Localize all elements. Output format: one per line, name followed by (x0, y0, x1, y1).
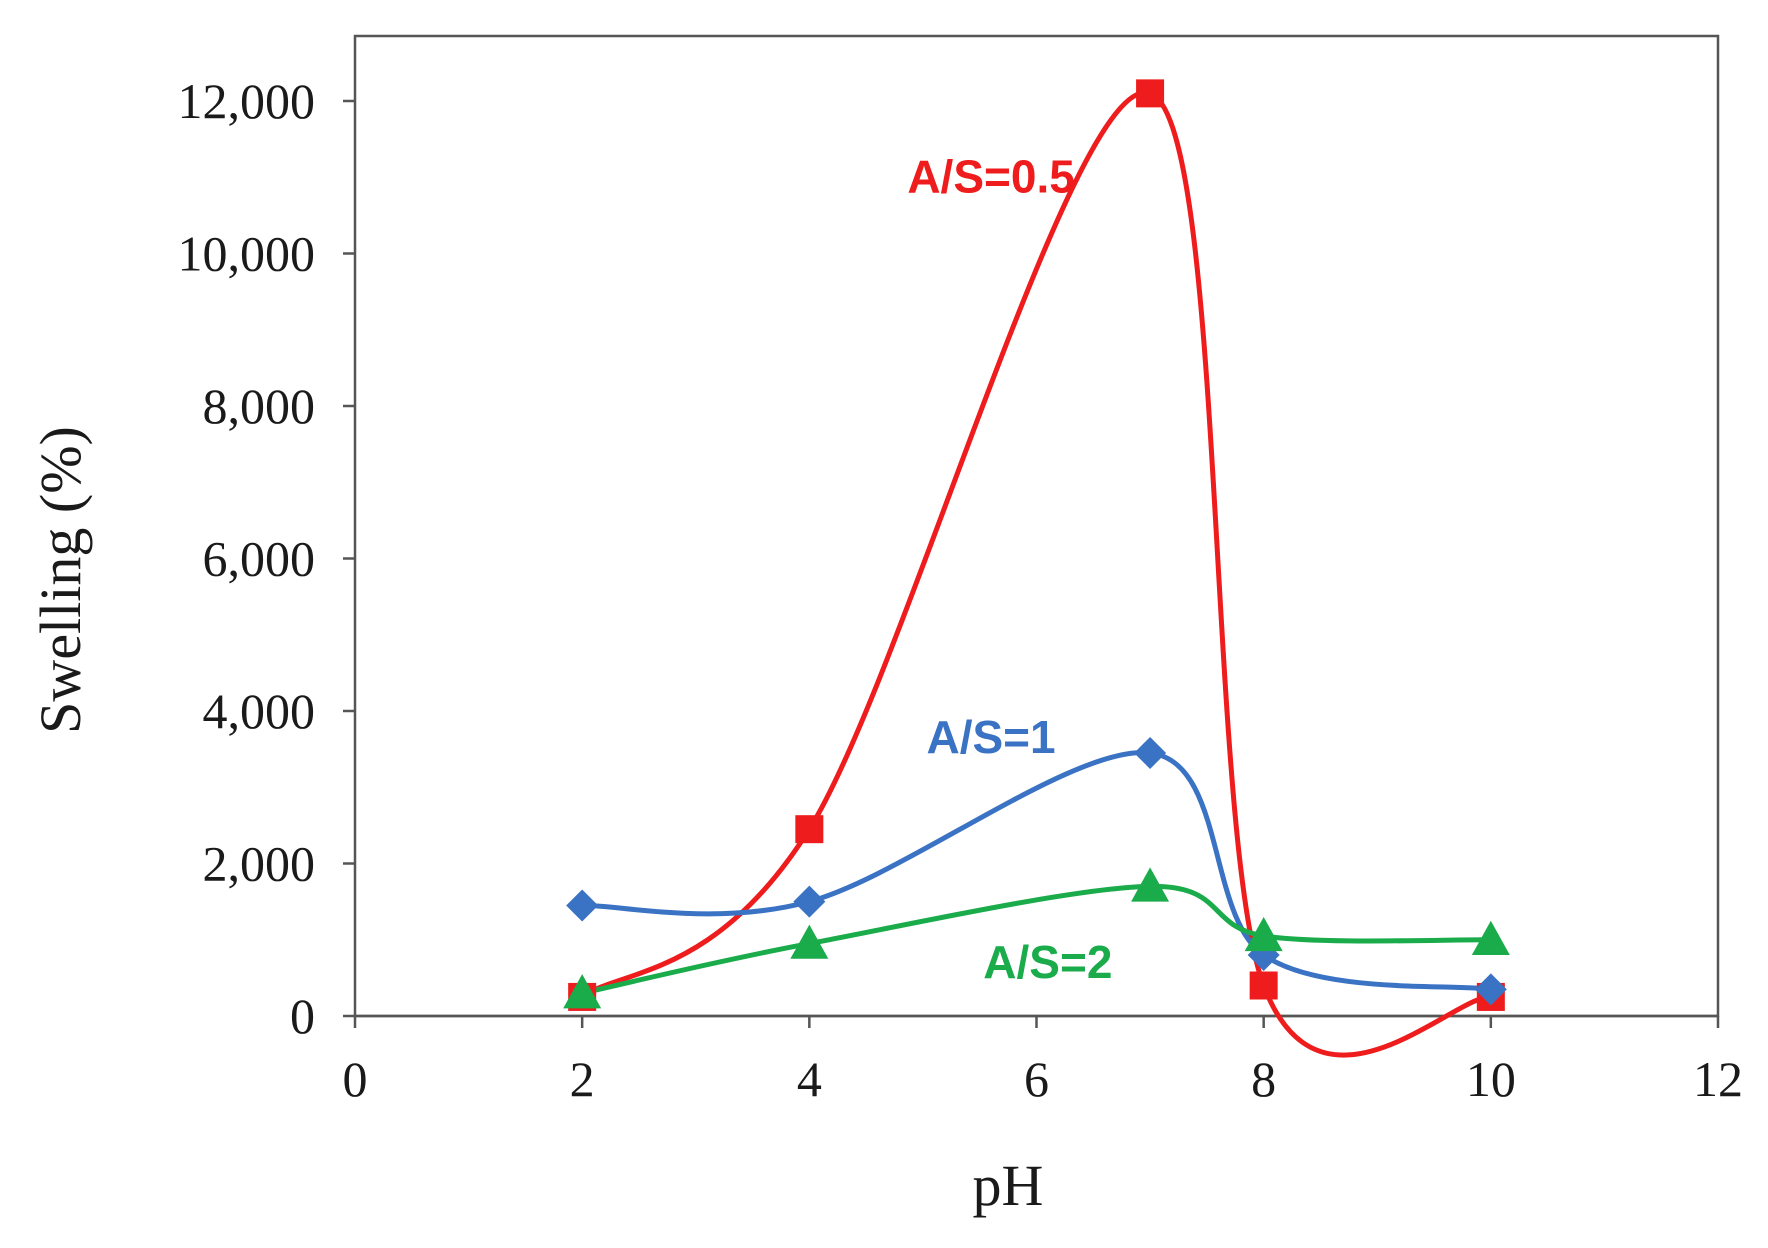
x-tick-label: 12 (1693, 1051, 1743, 1107)
data-point-a-s-2 (790, 924, 829, 959)
data-point-a-s-1 (1134, 736, 1167, 769)
data-point-a-s-2 (1131, 867, 1170, 902)
data-point-a-s-2 (1244, 916, 1283, 952)
y-tick-label: 12,000 (178, 73, 316, 129)
x-tick-label: 10 (1466, 1051, 1516, 1107)
series-label-a-s-0-5: A/S=0.5 (907, 151, 1075, 203)
series-label-a-s-2: A/S=2 (983, 936, 1112, 988)
y-tick-label: 10,000 (178, 226, 316, 282)
x-tick-label: 4 (797, 1051, 822, 1107)
data-point-a-s-1 (566, 889, 599, 922)
y-tick-label: 8,000 (203, 378, 316, 434)
x-tick-label: 2 (570, 1051, 595, 1107)
x-tick-label: 0 (343, 1051, 368, 1107)
x-tick-label: 6 (1024, 1051, 1049, 1107)
data-point-a-s-2 (563, 974, 602, 1009)
data-point-a-s-1 (1474, 973, 1507, 1006)
series-line-a-s-2 (581, 883, 1491, 996)
series-label-a-s-1: A/S=1 (926, 711, 1055, 763)
y-axis-title: Swelling (%) (28, 426, 93, 734)
data-point-a-s-0-5 (795, 815, 824, 844)
y-tick-label: 0 (290, 988, 315, 1044)
y-tick-label: 6,000 (203, 531, 316, 587)
data-point-a-s-0-5 (1136, 79, 1165, 108)
y-tick-label: 2,000 (203, 836, 316, 892)
data-point-a-s-0-5 (1249, 971, 1278, 1000)
y-tick-label: 4,000 (203, 683, 316, 739)
x-tick-label: 8 (1251, 1051, 1276, 1107)
data-point-a-s-1 (793, 885, 826, 918)
data-point-a-s-2 (1471, 920, 1510, 955)
x-axis-title: pH (973, 1153, 1044, 1218)
